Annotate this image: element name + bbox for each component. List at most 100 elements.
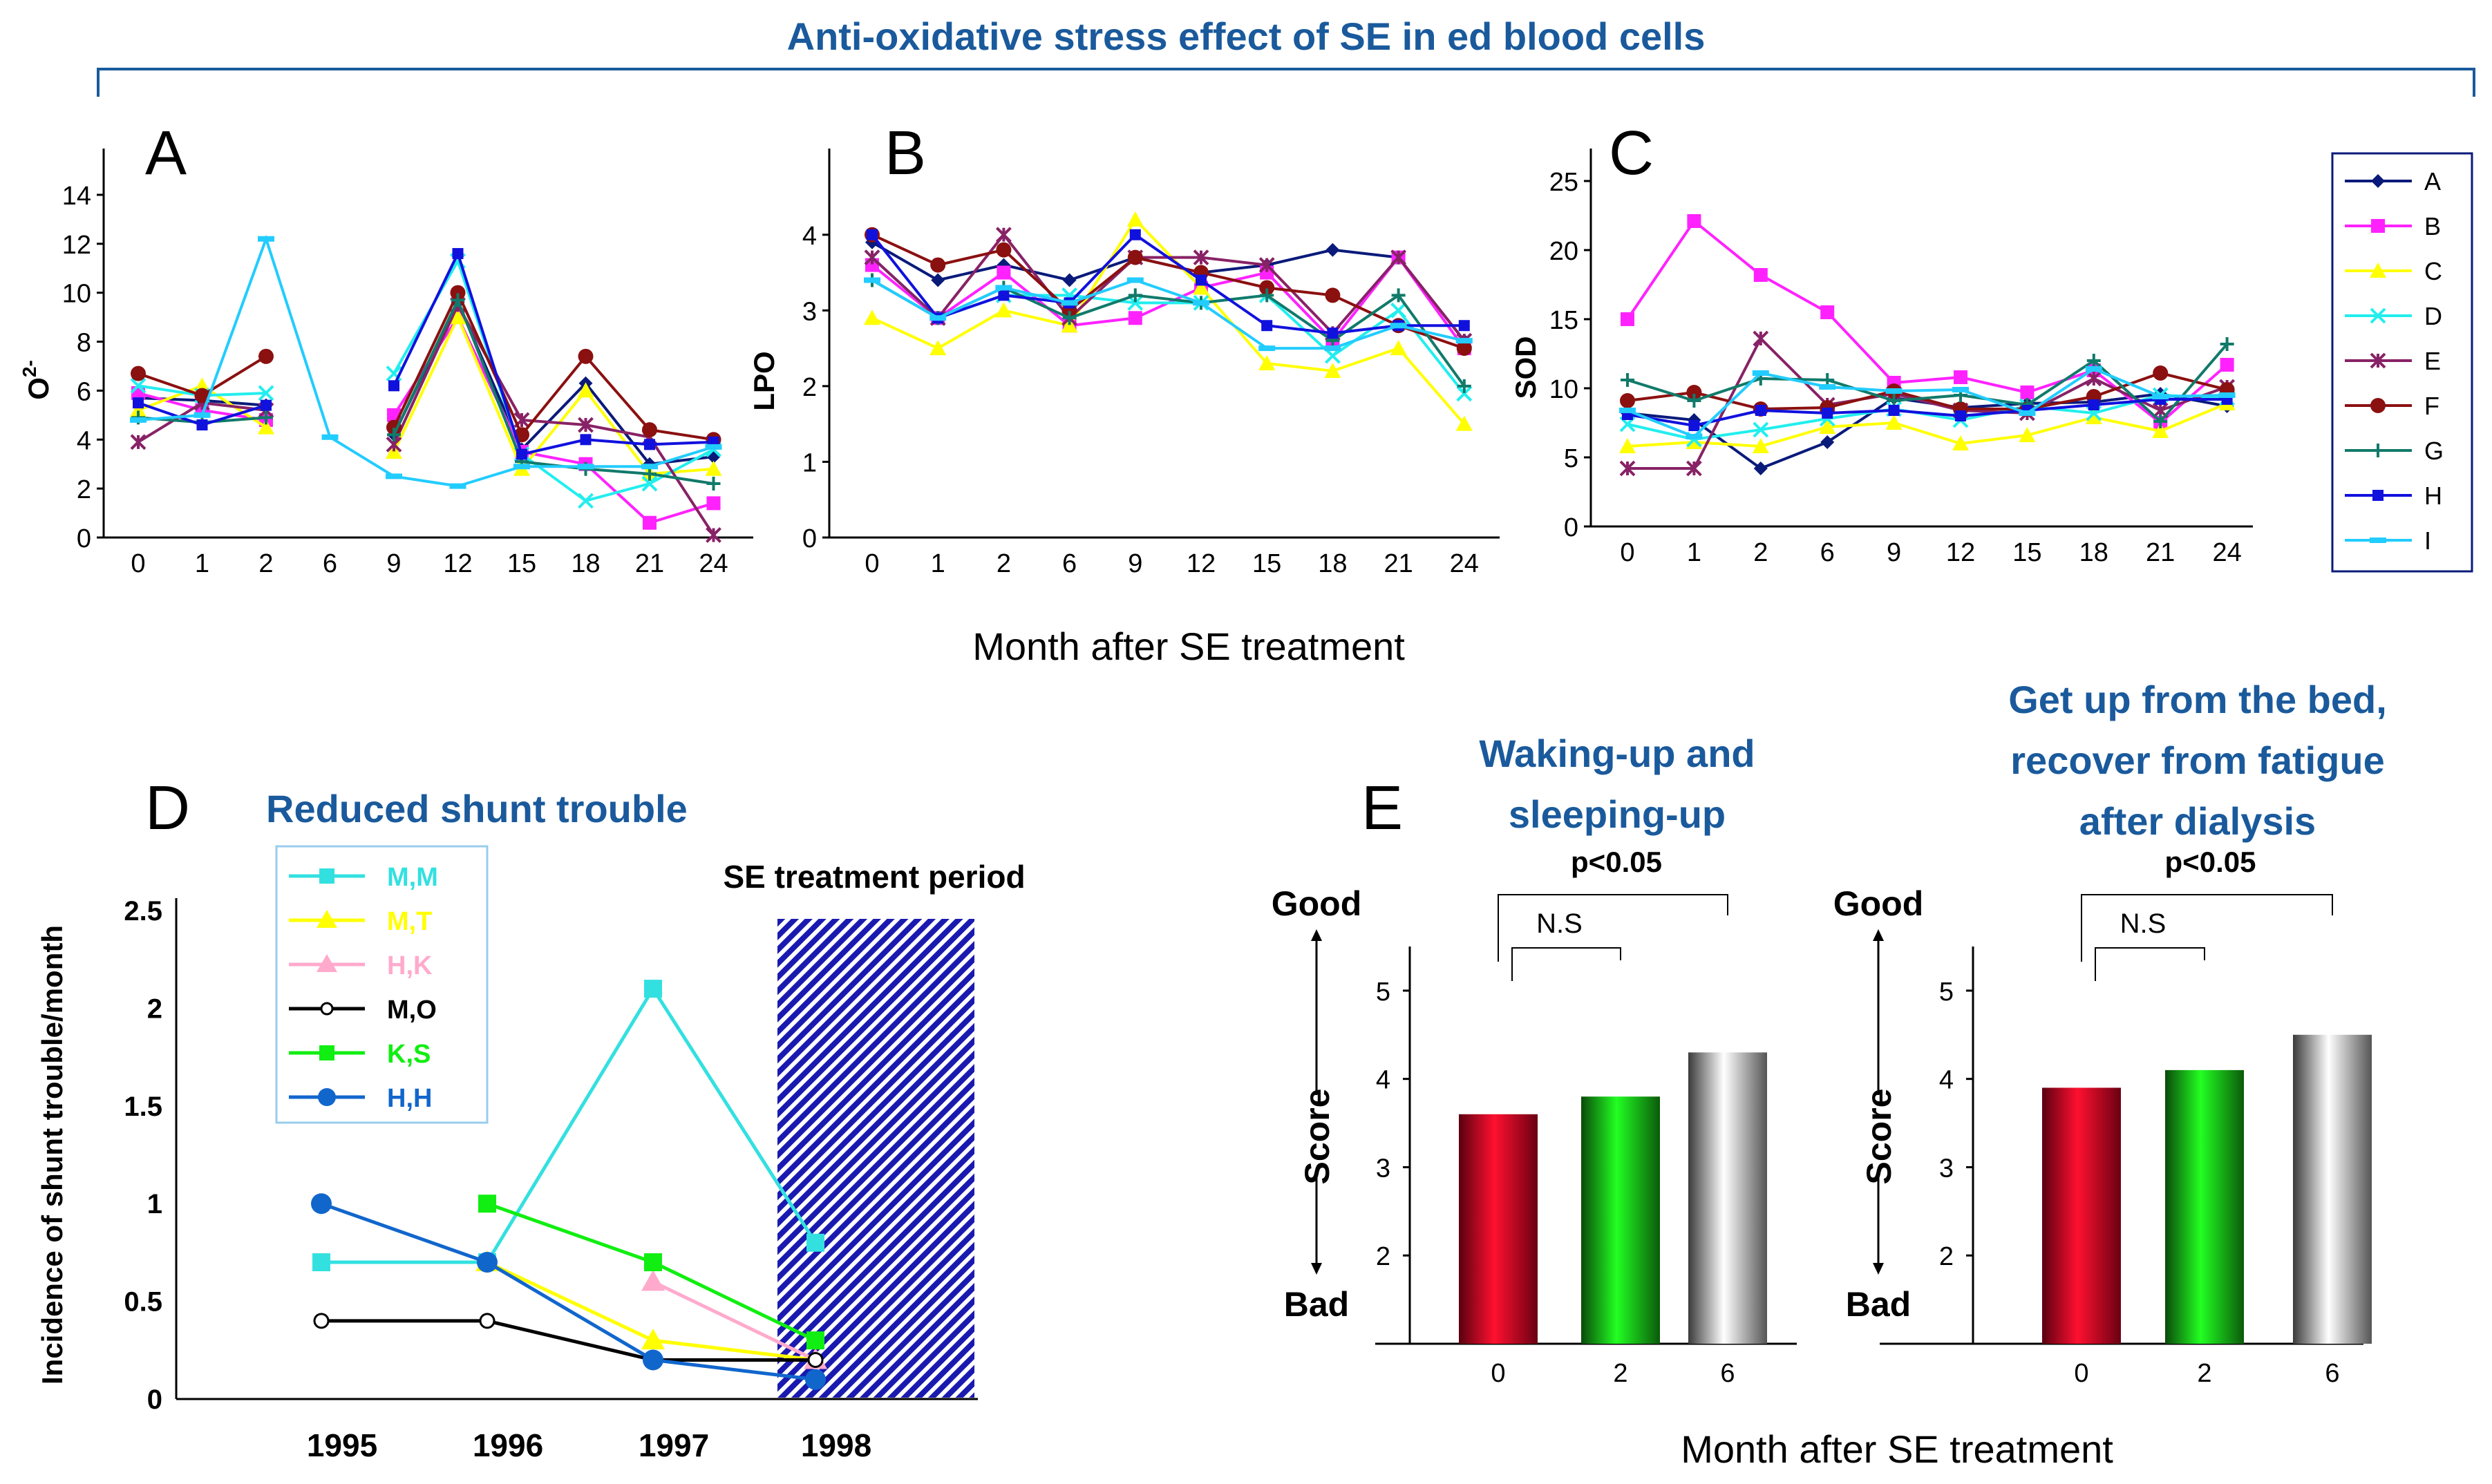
bar-month-0: [1459, 1114, 1538, 1344]
data-point-h: [1327, 327, 1339, 339]
data-point-h: [1688, 420, 1700, 431]
data-point-e: [1390, 249, 1407, 266]
data-point-e: [2086, 370, 2102, 387]
figure-title: Anti-oxidative stress effect of SE in ed…: [787, 15, 1706, 58]
data-point-h: [261, 399, 272, 411]
data-point-d: [641, 475, 658, 492]
x-tick-label: 21: [2146, 538, 2175, 567]
y-tick-label: 0: [1564, 513, 1578, 542]
data-point-c: [1390, 340, 1407, 356]
bar-month-2: [2165, 1069, 2244, 1344]
y-tick-label: 1: [147, 1189, 162, 1219]
data-point-h: [388, 380, 399, 392]
y-tick-label: 6: [77, 377, 91, 406]
bad-label: Bad: [1284, 1285, 1349, 1324]
legend-marker-h: [2372, 490, 2384, 501]
data-point-d: [578, 493, 594, 509]
data-point-g: [1391, 288, 1406, 303]
data-point-i: [2085, 366, 2102, 372]
x-tick-label: 2: [1613, 1359, 1627, 1388]
x-tick-label: 18: [2079, 538, 2108, 567]
data-point-b: [1128, 311, 1142, 325]
significance-inner-label: N.S: [2120, 909, 2167, 939]
data-point-f: [1620, 393, 1635, 408]
data-point-h: [1755, 405, 1766, 416]
legend-d-marker-hk: [317, 954, 337, 972]
data-point-b: [1687, 214, 1701, 228]
legend-d-marker-mo: [320, 1002, 334, 1016]
legend-d-marker-mm: [319, 868, 334, 884]
significance-inner-bracket: [1511, 947, 1621, 981]
data-point-i: [258, 236, 274, 242]
panel-letter-d: D: [145, 774, 190, 843]
data-point-i: [1324, 345, 1341, 352]
data-point-g: [451, 293, 465, 307]
legend-label-i: I: [2424, 526, 2431, 555]
data-point-c: [130, 401, 147, 417]
legend-label-b: B: [2424, 212, 2441, 240]
data-point-d: [130, 377, 147, 394]
data-point-mo: [807, 1351, 824, 1368]
data-point-g: [1062, 311, 1077, 325]
data-point-mm: [312, 1253, 330, 1272]
data-point-hh: [805, 1369, 826, 1390]
data-point-i: [386, 473, 402, 479]
x-tick-label: 6: [323, 549, 337, 578]
data-point-f: [1456, 341, 1472, 356]
data-point-c: [2019, 427, 2036, 442]
x-tick-label: 0: [2074, 1359, 2088, 1388]
legend-d-marker-mt: [317, 910, 337, 928]
x-tick-label: 9: [1887, 538, 1901, 567]
x-tick-label: 21: [1384, 549, 1413, 578]
data-point-h: [1196, 274, 1207, 286]
treatment-period-label: SE treatment period: [723, 859, 1025, 895]
data-point-e: [130, 434, 147, 450]
y-tick-label: 12: [62, 231, 91, 260]
data-point-c: [258, 419, 274, 435]
y-tick-label: 15: [1549, 306, 1578, 335]
panel-e-title-line: after dialysis: [2079, 799, 2316, 843]
data-point-c: [2085, 409, 2102, 424]
series-line-b: [393, 314, 715, 524]
data-point-h: [1822, 408, 1833, 419]
top-x-axis-label: Month after SE treatment: [972, 625, 1405, 668]
y-tick-label: 0: [802, 524, 817, 553]
y-tick-label: 3: [1939, 1154, 1954, 1183]
x-tick-label: 2: [1753, 538, 1768, 567]
y-tick-label: 1.5: [124, 1092, 162, 1122]
x-tick-label: 0: [1491, 1359, 1505, 1388]
down-arrow-head: [1311, 1263, 1322, 1275]
data-point-e: [706, 527, 721, 543]
y-tick-label: 0: [77, 524, 91, 553]
data-point-g: [1687, 394, 1701, 408]
y-axis-title: Score: [1860, 1089, 1898, 1185]
data-point-c: [705, 460, 722, 476]
y-axis-title: LPO: [748, 351, 780, 410]
data-point-hh: [477, 1252, 498, 1273]
series-line-i: [138, 234, 715, 488]
significance-outer-bracket: [1498, 894, 1728, 962]
x-tick-label: 12: [1187, 549, 1216, 578]
x-tick-label: 18: [571, 549, 600, 578]
data-point-b: [1820, 305, 1835, 319]
good-label: Good: [1272, 884, 1362, 923]
data-point-f: [578, 348, 594, 364]
panel-d-shunt-chart: SE treatment period Reduced shunt trouble…: [36, 787, 1026, 1463]
data-point-mm: [806, 1233, 824, 1252]
data-point-g: [1128, 288, 1142, 303]
y-tick-label: 5: [1939, 978, 1954, 1007]
data-point-f: [1686, 385, 1702, 400]
data-point-g: [706, 477, 721, 491]
x-tick-label: 2: [258, 549, 273, 578]
legend-marker-a: [2371, 174, 2385, 188]
data-point-f: [1325, 287, 1341, 303]
data-point-b: [706, 496, 721, 511]
y-tick-label: 25: [1549, 168, 1578, 197]
legend-label-c: C: [2424, 257, 2442, 285]
y-tick-label: 2.5: [124, 896, 162, 926]
data-point-i: [577, 464, 594, 470]
data-point-a: [931, 273, 945, 287]
data-point-f: [258, 348, 274, 364]
data-point-i: [1061, 300, 1078, 306]
